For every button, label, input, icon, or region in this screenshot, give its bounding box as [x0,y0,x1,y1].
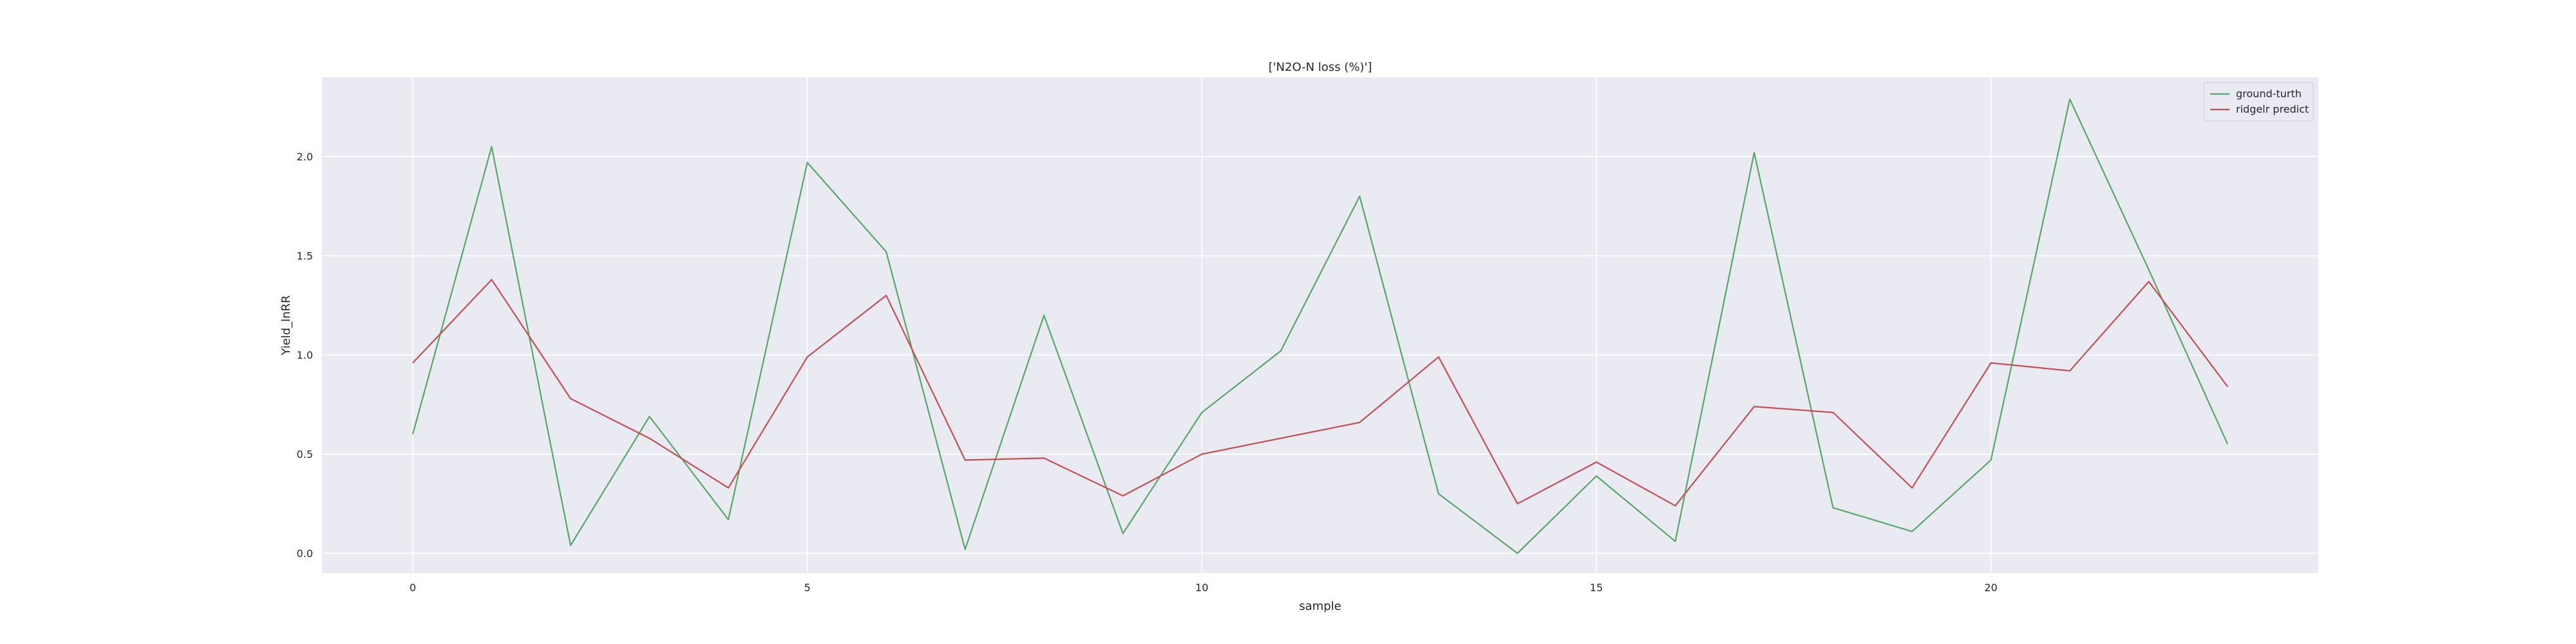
legend-box [2203,82,2314,122]
y-tick-label: 1.0 [297,349,313,361]
x-tick-label: 10 [1195,582,1208,594]
y-tick-label: 0.5 [297,448,313,460]
y-tick-label: 2.0 [297,151,313,163]
legend: ground-turth ridgelr predict [2203,82,2314,122]
x-tick-label: 5 [804,582,810,594]
y-tick-label: 1.5 [297,250,313,262]
x-tick-label: 20 [1984,582,1997,594]
grid-lines [322,77,2318,573]
series-layer [412,98,2229,554]
tick-labels: 0 5 10 15 20 0.0 0.5 1.0 1.5 2.0 [297,151,1998,594]
chart-title: ['N2O-N loss (%)'] [1269,61,1372,74]
x-tick-label: 15 [1590,582,1603,594]
plot-area [322,77,2318,573]
y-tick-label: 0.0 [297,547,313,560]
x-tick-label: 0 [410,582,416,594]
series-line-ground-turth [412,98,2229,554]
legend-label: ridgelr predict [2236,103,2309,115]
y-axis-label: Yield_lnRR [279,295,293,355]
legend-label: ground-turth [2236,88,2302,100]
plot-background [322,77,2318,573]
x-axis-label: sample [1299,600,1341,613]
series-line-ridgelr-predict [412,279,2228,507]
